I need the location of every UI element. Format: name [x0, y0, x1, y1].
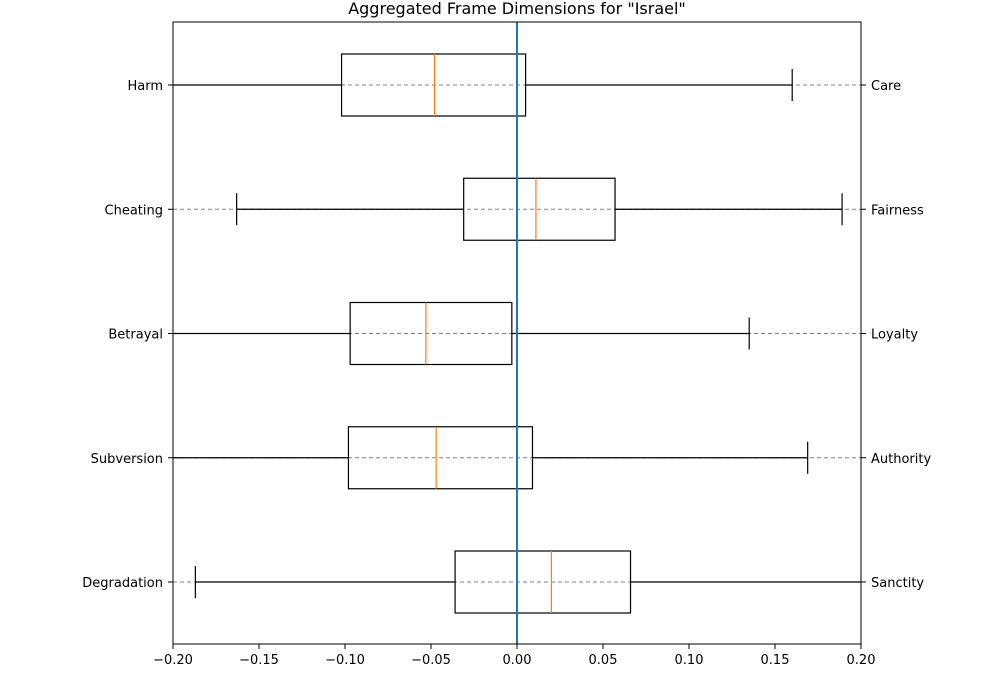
box-iqr: [340, 53, 527, 117]
x-tick-label: −0.15: [239, 653, 279, 668]
category-label-right: Loyalty: [871, 328, 918, 343]
box-iqr: [347, 426, 534, 490]
box-iqr: [454, 550, 632, 614]
box-iqr: [463, 177, 616, 241]
box-layer: [173, 53, 861, 614]
box-item: [194, 550, 861, 614]
category-label-right: Authority: [871, 452, 931, 467]
x-axis: −0.20 −0.15 −0.10 −0.05 0.00 0.05 0.10 0.15 0.20: [153, 644, 875, 668]
x-tick-label: 0.15: [761, 653, 790, 668]
x-tick-label: 0.10: [675, 653, 704, 668]
box-iqr: [349, 301, 513, 366]
x-tick-label: 0.00: [503, 653, 532, 668]
category-label-left: Degradation: [82, 576, 163, 591]
category-label-right: Care: [871, 79, 901, 94]
box-item: [173, 426, 809, 490]
category-label-left: Subversion: [91, 452, 163, 467]
x-tick-label: −0.10: [325, 653, 365, 668]
box-item: [173, 301, 750, 366]
x-tick-label: −0.20: [153, 653, 193, 668]
x-tick-label: 0.05: [589, 653, 618, 668]
category-label-left: Harm: [127, 79, 163, 94]
category-label-right: Sanctity: [871, 576, 924, 591]
box-item: [173, 53, 793, 117]
category-label-left: Betrayal: [108, 328, 163, 343]
x-tick-label: 0.20: [847, 653, 876, 668]
category-labels: Harm Care Cheating Fairness Betrayal Loyalty S…: [82, 79, 931, 591]
category-label-left: Cheating: [105, 203, 163, 218]
box-item: [236, 177, 843, 241]
x-tick-label: −0.05: [411, 653, 451, 668]
chart-title: Aggregated Frame Dimensions for "Israel": [348, 0, 686, 18]
category-label-right: Fairness: [871, 203, 924, 218]
